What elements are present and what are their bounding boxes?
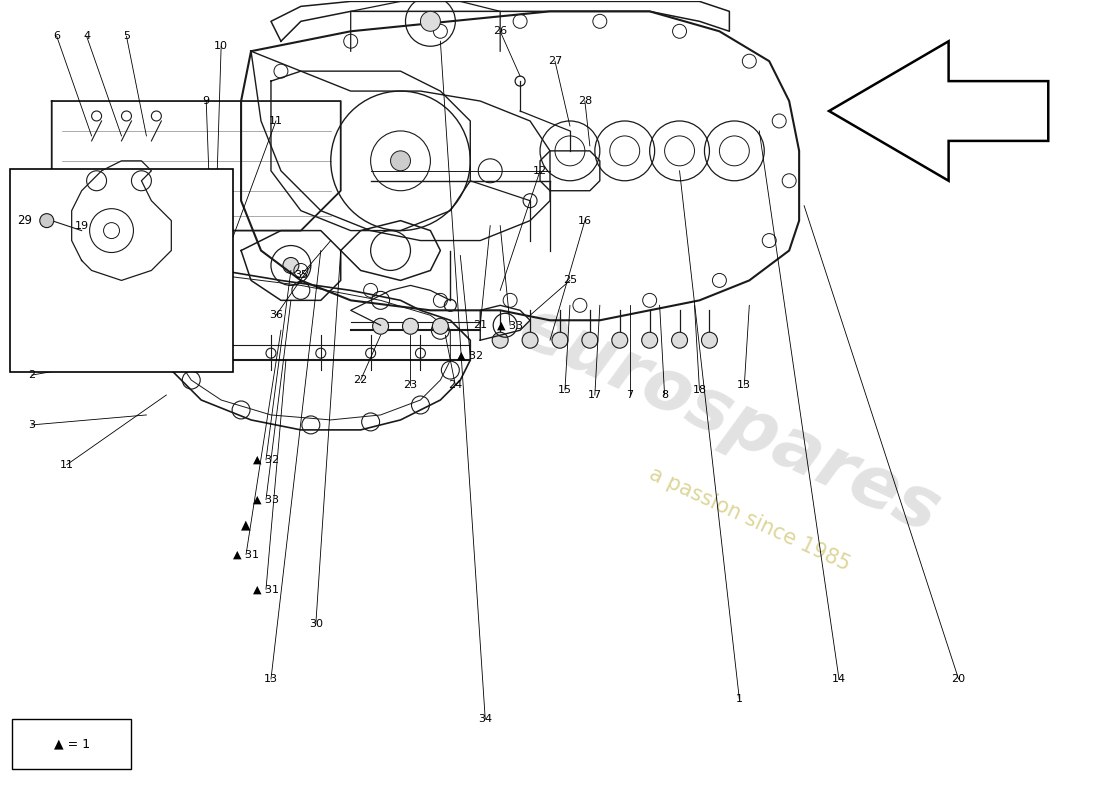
Circle shape bbox=[612, 332, 628, 348]
Text: 29: 29 bbox=[16, 214, 32, 227]
Text: 28: 28 bbox=[578, 96, 592, 106]
Circle shape bbox=[672, 332, 688, 348]
Text: ▲ 33: ▲ 33 bbox=[253, 494, 279, 505]
Text: 14: 14 bbox=[832, 674, 846, 684]
Text: 26: 26 bbox=[493, 26, 507, 36]
Polygon shape bbox=[829, 42, 1048, 181]
Text: 27: 27 bbox=[548, 56, 562, 66]
Text: ▲ 33: ▲ 33 bbox=[497, 320, 524, 330]
Text: 3: 3 bbox=[29, 420, 35, 430]
Circle shape bbox=[522, 332, 538, 348]
Text: 13: 13 bbox=[737, 380, 751, 390]
Text: 22: 22 bbox=[353, 375, 367, 385]
Bar bbox=[12, 719, 132, 769]
Text: 1: 1 bbox=[736, 694, 743, 704]
Text: 24: 24 bbox=[448, 380, 462, 390]
Circle shape bbox=[40, 214, 54, 228]
Text: 12: 12 bbox=[534, 166, 547, 176]
Circle shape bbox=[390, 151, 410, 170]
Text: 11: 11 bbox=[270, 116, 283, 126]
Text: 9: 9 bbox=[202, 96, 210, 106]
Text: 4: 4 bbox=[84, 31, 90, 42]
Text: 30: 30 bbox=[309, 619, 322, 630]
Text: 20: 20 bbox=[952, 674, 966, 684]
Text: 8: 8 bbox=[661, 390, 668, 400]
Text: 6: 6 bbox=[53, 31, 60, 42]
Text: ▲: ▲ bbox=[241, 518, 251, 531]
Text: 16: 16 bbox=[578, 216, 592, 226]
Circle shape bbox=[420, 11, 440, 31]
Text: 35: 35 bbox=[294, 270, 308, 281]
Text: 17: 17 bbox=[587, 390, 602, 400]
Text: 34: 34 bbox=[478, 714, 493, 724]
Text: 19: 19 bbox=[75, 221, 89, 230]
Text: ▲ 31: ▲ 31 bbox=[233, 550, 260, 559]
Text: 7: 7 bbox=[626, 390, 634, 400]
Text: 15: 15 bbox=[558, 385, 572, 395]
Circle shape bbox=[283, 258, 299, 274]
Circle shape bbox=[641, 332, 658, 348]
Text: eurospares: eurospares bbox=[508, 292, 950, 548]
Text: ▲ 32: ▲ 32 bbox=[253, 454, 279, 465]
Circle shape bbox=[432, 318, 449, 334]
Circle shape bbox=[403, 318, 418, 334]
Circle shape bbox=[373, 318, 388, 334]
Text: 21: 21 bbox=[473, 320, 487, 330]
Text: 18: 18 bbox=[692, 385, 706, 395]
FancyBboxPatch shape bbox=[10, 169, 233, 372]
Circle shape bbox=[492, 332, 508, 348]
Text: 36: 36 bbox=[270, 310, 283, 320]
Text: ▲ = 1: ▲ = 1 bbox=[54, 738, 90, 750]
Text: 23: 23 bbox=[404, 380, 418, 390]
Text: ▲ 31: ▲ 31 bbox=[253, 584, 279, 594]
Circle shape bbox=[582, 332, 597, 348]
Circle shape bbox=[702, 332, 717, 348]
Text: 11: 11 bbox=[59, 460, 74, 470]
Text: 5: 5 bbox=[123, 31, 130, 42]
Text: a passion since 1985: a passion since 1985 bbox=[646, 464, 852, 575]
Text: ▲ 32: ▲ 32 bbox=[458, 350, 483, 360]
Text: 2: 2 bbox=[29, 370, 35, 380]
Text: 10: 10 bbox=[214, 42, 228, 51]
Text: 25: 25 bbox=[563, 275, 578, 286]
Circle shape bbox=[552, 332, 568, 348]
Text: 13: 13 bbox=[264, 674, 278, 684]
